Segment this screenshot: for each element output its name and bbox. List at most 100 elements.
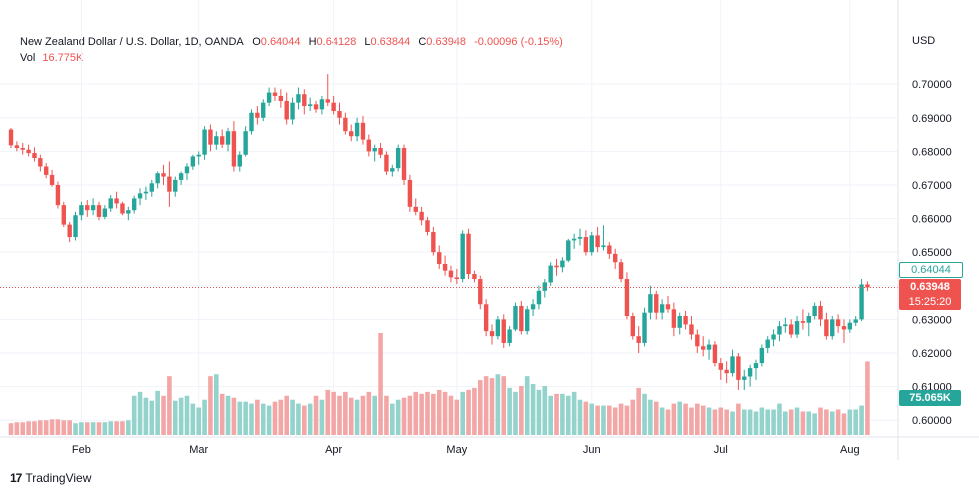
volume-bar xyxy=(249,403,254,435)
currency-label: USD xyxy=(912,35,935,47)
candle-body xyxy=(419,211,424,221)
candle-body xyxy=(173,179,178,192)
volume-bar xyxy=(137,391,143,435)
volume-bar xyxy=(642,393,647,435)
candle-body xyxy=(659,304,665,313)
candle-body xyxy=(671,309,677,328)
volume-bar xyxy=(583,401,589,435)
volume-bar xyxy=(419,393,424,435)
candle-body xyxy=(466,233,471,275)
volume-bar xyxy=(325,389,331,435)
candle-body xyxy=(601,245,606,248)
volume-bar xyxy=(519,385,524,435)
volume-bar xyxy=(413,391,419,435)
volume-bar xyxy=(718,407,724,435)
volume-bar xyxy=(401,397,407,435)
volume-bar xyxy=(648,399,653,435)
candle-body xyxy=(126,210,131,214)
candle-body xyxy=(460,233,465,280)
candle-body xyxy=(607,245,612,254)
candle-body xyxy=(501,319,506,343)
volume-bar xyxy=(554,393,559,435)
price-axis: 0.70000 0.69000 0.68000 0.67000 0.66000 0.650… xyxy=(912,79,952,427)
chart-legend-row: New Zealand Dollar / U.S. Dollar, 1D, OA… xyxy=(20,36,563,48)
candle-body xyxy=(184,166,190,174)
volume-bar xyxy=(665,409,671,435)
volume-bar xyxy=(384,395,389,435)
volume-bar xyxy=(630,399,636,435)
candle-body xyxy=(331,102,336,112)
candle-body xyxy=(149,183,154,192)
candle-body xyxy=(190,156,196,167)
volume-bar xyxy=(524,376,530,435)
volume-bar xyxy=(196,407,202,435)
tradingview-logo[interactable]: 17 TradingView xyxy=(10,471,91,485)
candles xyxy=(8,74,870,390)
candle-body xyxy=(759,347,765,364)
volume-bar xyxy=(61,420,67,435)
candle-body xyxy=(818,305,823,320)
candle-body xyxy=(366,139,372,152)
volume-bar xyxy=(577,399,583,435)
volume-bar xyxy=(79,422,84,435)
volume-bar xyxy=(219,393,225,435)
candle-body xyxy=(765,339,770,348)
candle-body xyxy=(595,235,600,248)
candle-body xyxy=(577,237,583,239)
candle-body xyxy=(589,235,594,253)
open-label: O xyxy=(252,36,261,48)
volume-bar xyxy=(448,395,454,435)
volume-bar xyxy=(501,376,507,435)
last-price-tag: 0.63948 xyxy=(899,279,961,295)
candle-body xyxy=(395,148,401,169)
low-label: L xyxy=(364,36,371,48)
volume-bar xyxy=(700,405,706,435)
volume-bar xyxy=(618,403,624,435)
candle-body xyxy=(654,294,659,313)
volume-bar xyxy=(96,422,102,435)
candle-body xyxy=(777,326,782,335)
volume-bar xyxy=(278,399,284,435)
candle-body xyxy=(266,92,272,103)
candle-body xyxy=(114,198,119,204)
volume-bar xyxy=(214,374,219,435)
volume-bar xyxy=(812,413,817,435)
candle-body xyxy=(783,324,788,327)
candle-body xyxy=(372,148,377,152)
grid-lines xyxy=(0,0,898,437)
candle-body xyxy=(131,198,137,211)
volume-bar xyxy=(208,376,213,435)
volume-bar xyxy=(824,409,829,435)
volume-bar xyxy=(161,395,166,435)
candle-body xyxy=(407,179,413,207)
candle-body xyxy=(202,129,207,155)
candle-body xyxy=(542,282,548,291)
volume-bar xyxy=(243,401,248,435)
candle-body xyxy=(325,99,330,103)
candle-body xyxy=(624,279,630,317)
time-tick-label: May xyxy=(446,444,467,456)
candle-body xyxy=(32,153,37,159)
volume-bar xyxy=(477,380,483,435)
volume-bar xyxy=(565,395,571,435)
volume-bar xyxy=(190,403,196,435)
volume-bar xyxy=(266,405,272,435)
volume-bar xyxy=(865,361,870,435)
volume-bar xyxy=(225,395,231,435)
candle-body xyxy=(302,94,307,107)
candle-body xyxy=(79,205,84,216)
volume-bar xyxy=(607,405,612,435)
candle-body xyxy=(214,136,219,145)
price-tick-label: 0.65000 xyxy=(912,247,952,259)
volume-bar xyxy=(806,411,812,435)
volume-bar xyxy=(337,395,342,435)
volume-bar xyxy=(284,395,290,435)
volume-bar xyxy=(149,400,155,435)
candle-body xyxy=(472,274,477,280)
candle-body xyxy=(730,356,735,374)
candle-body xyxy=(85,205,90,211)
candle-body xyxy=(630,316,635,337)
candle-body xyxy=(853,319,858,323)
volume-bar xyxy=(67,420,72,435)
